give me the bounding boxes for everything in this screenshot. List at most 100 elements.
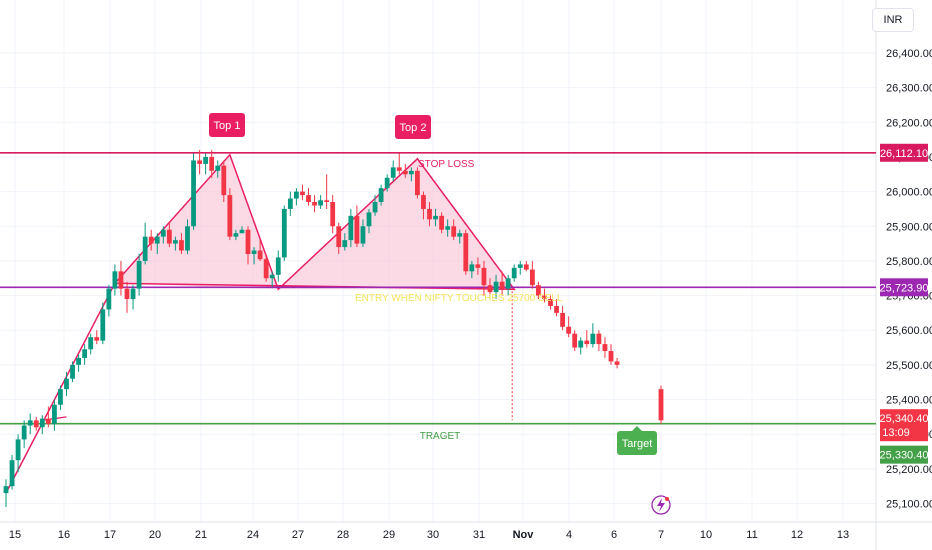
candle [348, 208, 354, 248]
candle-body [602, 344, 608, 352]
grid-lines [0, 0, 876, 522]
y-tick-label: 26,000.00 [886, 187, 932, 199]
y-tick-label: 25,500.00 [886, 360, 932, 372]
candle [566, 316, 572, 338]
candle-body [124, 288, 130, 300]
candle-body [451, 226, 457, 237]
candle [269, 271, 275, 287]
candle-body [52, 404, 57, 424]
candle-body [360, 226, 366, 244]
candle-body [21, 425, 27, 440]
entry-label: ENTRY WHEN NIFTY TOUCHES 25700 SELL [355, 293, 563, 304]
candle [548, 295, 553, 310]
candle [142, 222, 148, 265]
candle [608, 344, 614, 365]
x-tick-label: 16 [58, 529, 70, 541]
candle [64, 371, 69, 397]
candle-body [294, 191, 299, 199]
candle [9, 454, 15, 490]
candle-body [9, 460, 15, 487]
flash-icon [651, 495, 671, 515]
candle-body [166, 229, 172, 244]
x-tick-label: 31 [473, 529, 485, 541]
y-tick-label: 26,200.00 [886, 117, 932, 129]
target-badge-bg [617, 431, 657, 455]
candle [342, 233, 348, 251]
candle-body [457, 233, 463, 237]
candle [596, 330, 602, 352]
candle [463, 229, 469, 275]
target-price-tag: 25,330.40 [880, 445, 928, 464]
candle [27, 413, 33, 435]
candle-body [227, 195, 233, 237]
candle [517, 260, 523, 275]
candle [445, 219, 451, 237]
candle [245, 226, 251, 265]
candle [33, 416, 39, 431]
candle-body [487, 285, 493, 293]
candle-body [354, 215, 360, 244]
candle [82, 344, 88, 365]
candle-body [251, 250, 257, 254]
candle-body [463, 233, 469, 272]
candle [263, 253, 269, 282]
candle [100, 302, 106, 345]
candle [505, 274, 511, 296]
candle [3, 479, 9, 507]
candle-body [529, 269, 535, 286]
candle [239, 226, 245, 234]
candle [281, 205, 287, 261]
candle-body [100, 309, 106, 341]
x-tick-label: 12 [791, 529, 803, 541]
currency-label[interactable]: INR [872, 8, 914, 32]
candle-body [88, 337, 94, 350]
candle-body [275, 257, 281, 275]
candle [191, 153, 196, 230]
candle [572, 330, 578, 352]
candle-body [312, 202, 317, 206]
candle-body [378, 188, 384, 203]
candle-body [366, 212, 372, 227]
x-tick-label: 24 [247, 529, 259, 541]
candle-body [542, 295, 547, 300]
candle [118, 260, 124, 296]
stop-loss-label: STOP LOSS [418, 159, 475, 170]
entry-price-tag: 25,723.90 [880, 278, 928, 297]
candle-body [390, 167, 396, 178]
candle [185, 219, 190, 254]
candle [312, 195, 317, 213]
candle-body [396, 167, 402, 171]
candle-body [421, 195, 426, 209]
candle [366, 208, 372, 234]
candle [469, 260, 475, 279]
candle-body [511, 267, 517, 279]
candle [390, 160, 396, 182]
candle-body [215, 165, 221, 171]
candle-body [112, 271, 118, 289]
candle [584, 330, 590, 348]
candle [88, 333, 94, 355]
x-tick-label: 21 [195, 529, 207, 541]
candle-body [469, 264, 475, 272]
candle-body [536, 285, 541, 296]
candle-body [173, 240, 178, 244]
candle [536, 281, 541, 300]
candle-body [384, 177, 390, 189]
candle-body [572, 333, 578, 348]
candle [360, 219, 366, 248]
candle [578, 337, 584, 355]
x-tick-label: 20 [149, 529, 161, 541]
candle [433, 208, 438, 227]
top1-badge-text: Top 1 [214, 120, 241, 132]
pattern-fill-left [114, 154, 279, 290]
candle-body [578, 340, 584, 348]
candle-body [209, 156, 215, 171]
x-tick-label: 4 [566, 529, 572, 541]
candle [378, 184, 384, 206]
candle-body [197, 160, 202, 164]
last-price-text: 25,340.40 [880, 413, 929, 425]
candle-body [560, 312, 565, 327]
y-tick-label: 25,900.00 [886, 221, 932, 233]
x-tick-label: 10 [700, 529, 712, 541]
